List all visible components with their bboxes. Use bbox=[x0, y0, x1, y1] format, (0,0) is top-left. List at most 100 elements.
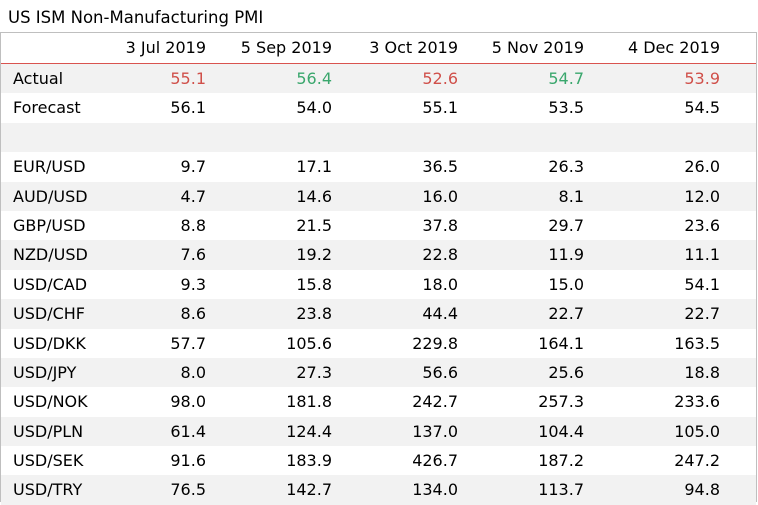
actual-value: 56.4 bbox=[296, 69, 332, 88]
table-row: USD/TRY 76.5 142.7 134.0 113.7 94.8 bbox=[1, 475, 756, 505]
table-row: USD/CAD 9.3 15.8 18.0 15.0 54.1 bbox=[1, 270, 756, 299]
pair-value: 37.8 bbox=[422, 215, 458, 235]
table-row: GBP/USD 8.8 21.5 37.8 29.7 23.6 bbox=[1, 211, 756, 240]
column-header: 3 Jul 2019 bbox=[125, 38, 206, 57]
column-header: 5 Nov 2019 bbox=[491, 38, 584, 57]
pair-value: 8.8 bbox=[180, 215, 206, 235]
actual-value: 52.6 bbox=[422, 69, 458, 88]
pair-value: 137.0 bbox=[412, 421, 458, 441]
forecast-value: 53.5 bbox=[548, 98, 584, 118]
pair-value: 23.6 bbox=[684, 215, 720, 235]
table-row: USD/PLN 61.4 124.4 137.0 104.4 105.0 bbox=[1, 416, 756, 447]
pair-value: 54.1 bbox=[684, 274, 720, 294]
column-header: 5 Sep 2019 bbox=[240, 38, 332, 57]
pair-value: 229.8 bbox=[412, 333, 458, 353]
table-row: USD/JPY 8.0 27.3 56.6 25.6 18.8 bbox=[1, 357, 756, 388]
pair-value: 11.9 bbox=[548, 245, 584, 265]
page-title: US ISM Non-Manufacturing PMI bbox=[8, 8, 264, 27]
row-label: USD/CAD bbox=[13, 274, 88, 294]
actual-value: 53.9 bbox=[684, 69, 720, 88]
row-label: GBP/USD bbox=[13, 215, 86, 235]
pair-value: 36.5 bbox=[422, 157, 458, 177]
forecast-value: 54.0 bbox=[296, 98, 332, 118]
row-label: USD/TRY bbox=[13, 480, 83, 500]
pair-value: 187.2 bbox=[538, 451, 584, 471]
row-label: USD/SEK bbox=[13, 451, 84, 471]
pair-value: 91.6 bbox=[170, 451, 206, 471]
pair-value: 44.4 bbox=[422, 304, 458, 324]
pair-value: 23.8 bbox=[296, 304, 332, 324]
pair-value: 19.2 bbox=[296, 245, 332, 265]
row-label: USD/NOK bbox=[13, 392, 88, 412]
pair-value: 76.5 bbox=[170, 480, 206, 500]
pair-value: 21.5 bbox=[296, 215, 332, 235]
pair-value: 94.8 bbox=[684, 480, 720, 500]
table-row: USD/NOK 98.0 181.8 242.7 257.3 233.6 bbox=[1, 387, 756, 416]
pair-value: 124.4 bbox=[286, 421, 332, 441]
pair-value: 98.0 bbox=[170, 392, 206, 412]
pair-value: 257.3 bbox=[538, 392, 584, 412]
row-label: USD/JPY bbox=[13, 362, 77, 382]
header-label-cell bbox=[1, 33, 113, 63]
table-row-actual: Actual 55.1 56.4 52.6 54.7 53.9 bbox=[1, 64, 756, 94]
pair-value: 26.3 bbox=[548, 157, 584, 177]
row-label: USD/PLN bbox=[13, 421, 84, 441]
pair-value: 57.7 bbox=[170, 333, 206, 353]
pair-value: 56.6 bbox=[422, 362, 458, 382]
forecast-value: 54.5 bbox=[684, 98, 720, 118]
pair-value: 16.0 bbox=[422, 186, 458, 206]
pair-value: 247.2 bbox=[674, 451, 720, 471]
pair-value: 26.0 bbox=[684, 157, 720, 177]
pair-value: 242.7 bbox=[412, 392, 458, 412]
pair-value: 8.6 bbox=[180, 304, 206, 324]
pair-value: 29.7 bbox=[548, 215, 584, 235]
pair-value: 11.1 bbox=[684, 245, 720, 265]
pair-value: 9.7 bbox=[180, 157, 206, 177]
table-row: AUD/USD 4.7 14.6 16.0 8.1 12.0 bbox=[1, 181, 756, 211]
forecast-value: 56.1 bbox=[170, 98, 206, 118]
table-row: USD/DKK 57.7 105.6 229.8 164.1 163.5 bbox=[1, 329, 756, 358]
pair-value: 15.0 bbox=[548, 274, 584, 294]
column-header: 3 Oct 2019 bbox=[369, 38, 458, 57]
pair-value: 104.4 bbox=[538, 421, 584, 441]
row-label: Forecast bbox=[13, 98, 81, 118]
forecast-value: 55.1 bbox=[422, 98, 458, 118]
currency-pair-rows: EUR/USD 9.7 17.1 36.5 26.3 26.0 AUD/USD 4.7 14.6… bbox=[1, 152, 756, 505]
row-label: USD/DKK bbox=[13, 333, 86, 353]
pair-value: 8.0 bbox=[180, 362, 206, 382]
pair-value: 22.7 bbox=[684, 304, 720, 324]
pair-value: 15.8 bbox=[296, 274, 332, 294]
pair-value: 181.8 bbox=[286, 392, 332, 412]
pair-value: 14.6 bbox=[296, 186, 332, 206]
table-row: USD/SEK 91.6 183.9 426.7 187.2 247.2 bbox=[1, 446, 756, 475]
pair-value: 25.6 bbox=[548, 362, 584, 382]
row-label: Actual bbox=[13, 69, 64, 88]
pair-value: 113.7 bbox=[538, 480, 584, 500]
table-row: EUR/USD 9.7 17.1 36.5 26.3 26.0 bbox=[1, 152, 756, 181]
table-row-spacer bbox=[1, 122, 756, 153]
pair-value: 61.4 bbox=[170, 421, 206, 441]
data-table: 3 Jul 2019 5 Sep 2019 3 Oct 2019 5 Nov 2… bbox=[0, 32, 757, 505]
pair-value: 164.1 bbox=[538, 333, 584, 353]
pair-value: 163.5 bbox=[674, 333, 720, 353]
table-row: USD/CHF 8.6 23.8 44.4 22.7 22.7 bbox=[1, 299, 756, 329]
table-row: NZD/USD 7.6 19.2 22.8 11.9 11.1 bbox=[1, 240, 756, 270]
row-label: USD/CHF bbox=[13, 304, 85, 324]
pair-value: 9.3 bbox=[180, 274, 206, 294]
pair-value: 105.6 bbox=[286, 333, 332, 353]
pair-value: 8.1 bbox=[558, 186, 584, 206]
table-row-forecast: Forecast 56.1 54.0 55.1 53.5 54.5 bbox=[1, 93, 756, 122]
row-label: AUD/USD bbox=[13, 186, 88, 206]
pair-value: 7.6 bbox=[180, 245, 206, 265]
actual-value: 54.7 bbox=[548, 69, 584, 88]
pair-value: 142.7 bbox=[286, 480, 332, 500]
pair-value: 426.7 bbox=[412, 451, 458, 471]
pair-value: 18.8 bbox=[684, 362, 720, 382]
row-label: NZD/USD bbox=[13, 245, 88, 265]
pair-value: 183.9 bbox=[286, 451, 332, 471]
pair-value: 134.0 bbox=[412, 480, 458, 500]
pair-value: 22.8 bbox=[422, 245, 458, 265]
pair-value: 12.0 bbox=[684, 186, 720, 206]
pair-value: 27.3 bbox=[296, 362, 332, 382]
pair-value: 105.0 bbox=[674, 421, 720, 441]
